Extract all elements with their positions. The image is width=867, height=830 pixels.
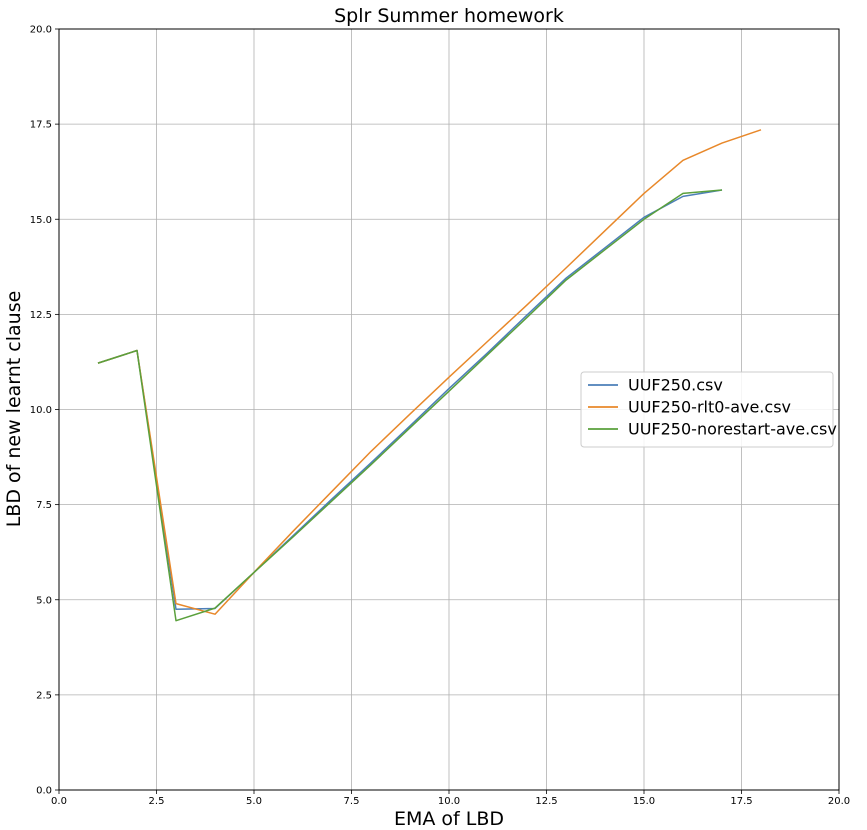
x-tick-label: 17.5: [730, 796, 752, 807]
x-tick-label: 20.0: [828, 796, 850, 807]
data-lines: [97, 129, 762, 622]
series-line-3: [97, 189, 723, 622]
series-line-1: [97, 189, 723, 611]
x-tick-label: 7.5: [344, 796, 360, 807]
y-tick-label: 10.0: [30, 405, 52, 416]
y-tick-label: 17.5: [30, 120, 52, 131]
y-tick-label: 12.5: [30, 310, 52, 321]
y-tick-label: 7.5: [36, 500, 52, 511]
x-axis-label: EMA of LBD: [394, 808, 504, 830]
x-tick-label: 2.5: [149, 796, 165, 807]
legend-label-1: UUF250.csv: [628, 376, 723, 395]
legend: UUF250.csv UUF250-rlt0-ave.csv UUF250-nore…: [580, 371, 837, 448]
x-tick-label: 15.0: [633, 796, 655, 807]
y-axis-label: LBD of new learnt clause: [3, 291, 25, 528]
series-line-2: [97, 129, 762, 615]
legend-label-2: UUF250-rlt0-ave.csv: [628, 398, 791, 417]
chart-title: Splr Summer homework: [334, 5, 564, 27]
y-tick-label: 15.0: [30, 215, 52, 226]
y-tick-label: 5.0: [36, 595, 52, 606]
x-tick-label: 12.5: [535, 796, 557, 807]
legend-label-3: UUF250-norestart-ave.csv: [628, 420, 837, 439]
legend-box: [580, 371, 834, 448]
x-tick-label: 10.0: [438, 796, 460, 807]
y-tick-label: 0.0: [36, 786, 52, 797]
x-tick-label: 0.0: [51, 796, 67, 807]
y-tick-label: 20.0: [30, 25, 52, 36]
y-tick-label: 2.5: [36, 690, 52, 701]
x-tick-label: 5.0: [246, 796, 262, 807]
tick-labels: 0.0 2.5 5.0 7.5 10.0 12.5 15.0 17.5 20.0 0.0 2.5 5.…: [30, 25, 850, 808]
